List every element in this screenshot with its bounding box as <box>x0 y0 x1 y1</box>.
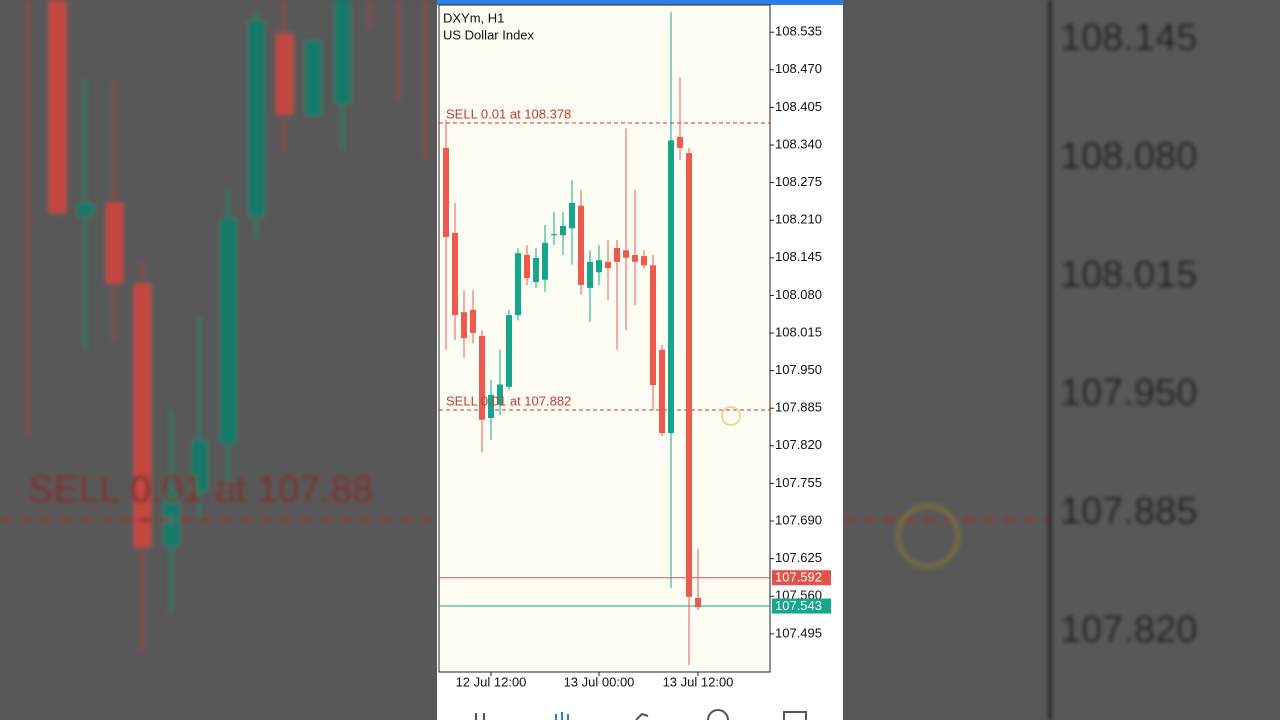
candle-body <box>569 202 575 229</box>
backdrop-price: 108.080 <box>1060 135 1197 177</box>
plot <box>439 11 770 666</box>
backdrop-candles <box>26 0 428 650</box>
tab-trade[interactable] <box>635 712 649 720</box>
candle-body <box>560 225 566 236</box>
y-tick-label: 107.690 <box>775 512 822 527</box>
x-tick-label: 13 Jul 00:00 <box>564 674 635 689</box>
y-tick-label: 108.015 <box>775 324 822 339</box>
backdrop-cursor <box>896 504 960 568</box>
candle-body <box>650 265 656 386</box>
candle-body <box>524 254 530 279</box>
candle-body <box>578 205 584 285</box>
candle-body <box>497 384 503 405</box>
y-tick-label: 107.625 <box>775 550 822 565</box>
candle-body <box>452 232 458 316</box>
backdrop-right <box>843 0 1280 720</box>
backdrop-price: 107.885 <box>1060 491 1197 533</box>
order-label: SELL 0.01 at 108.378 <box>446 106 571 121</box>
bid-label-box <box>772 570 831 586</box>
candle-body <box>614 247 620 262</box>
candle-body <box>641 256 647 266</box>
y-tick-label: 107.820 <box>775 437 822 452</box>
chart-subtitle: US Dollar Index <box>443 27 535 42</box>
y-tick-label: 107.885 <box>775 400 822 415</box>
candle-body <box>596 260 602 273</box>
candle-body <box>623 250 629 258</box>
candle-body <box>506 315 512 387</box>
candle-body <box>659 349 665 434</box>
bottom-toolbar <box>475 709 807 720</box>
candle-body <box>443 147 449 237</box>
x-tick-label: 12 Jul 12:00 <box>456 674 527 689</box>
candle-body <box>542 242 548 280</box>
backdrop-price: 107.950 <box>1060 372 1197 414</box>
y-tick-label: 108.275 <box>775 174 822 189</box>
backdrop-order-label: SELL 0.01 at 107.88 <box>28 469 373 511</box>
y-tick-label: 108.470 <box>775 61 822 76</box>
order-label: SELL 0.01 at 107.882 <box>446 393 571 408</box>
chart-title: DXYm, H1 <box>443 10 504 25</box>
candle-body <box>686 153 692 597</box>
backdrop-left <box>0 0 437 720</box>
ask-label-box <box>772 598 831 614</box>
y-tick-label: 108.080 <box>775 287 822 302</box>
candle-body <box>479 335 485 420</box>
candle-body <box>605 261 611 269</box>
candle-body <box>677 136 683 148</box>
candle-body <box>488 394 494 419</box>
tab-chart[interactable] <box>555 712 569 720</box>
candle-body <box>587 261 593 288</box>
tab-messages[interactable] <box>783 711 807 720</box>
top-bar <box>437 0 843 5</box>
candle-body <box>632 254 638 262</box>
candle-body <box>470 309 476 334</box>
candle-body <box>533 257 539 283</box>
y-tick-label: 108.145 <box>775 249 822 264</box>
tab-history[interactable] <box>707 709 729 720</box>
ask-label: 107.543 <box>775 598 822 613</box>
tab-quotes[interactable] <box>475 713 485 720</box>
backdrop-price: 107.820 <box>1060 609 1197 651</box>
backdrop-price: 108.145 <box>1060 17 1197 59</box>
y-tick-label: 108.210 <box>775 212 822 227</box>
y-tick-label: 107.495 <box>775 625 822 640</box>
y-tick-label: 108.535 <box>775 24 822 39</box>
y-tick-label: 107.755 <box>775 475 822 490</box>
candle-body <box>515 253 521 316</box>
candle-body <box>461 312 467 339</box>
bid-label: 107.592 <box>775 570 822 585</box>
candle-body <box>695 597 701 608</box>
y-tick-label: 108.405 <box>775 99 822 114</box>
plot-area <box>438 4 771 673</box>
y-tick-label: 107.950 <box>775 362 822 377</box>
x-tick-label: 13 Jul 12:00 <box>663 674 734 689</box>
backdrop-price: 108.015 <box>1060 254 1197 296</box>
candle-body <box>551 234 557 236</box>
y-tick-label: 108.340 <box>775 136 822 151</box>
cursor <box>721 406 741 426</box>
candle-body <box>668 140 674 434</box>
